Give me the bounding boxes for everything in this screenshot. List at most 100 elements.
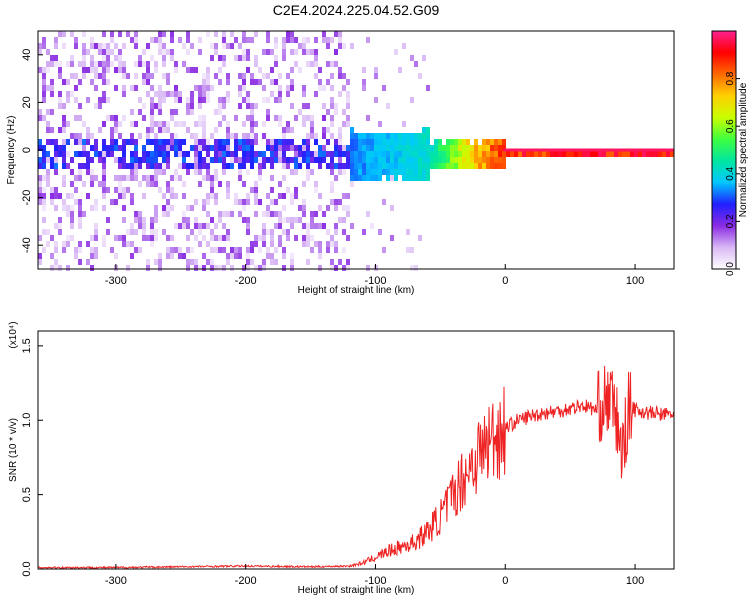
snr-y-scale-label: (x10⁴) <box>8 321 19 348</box>
spectrogram-cell <box>210 247 214 253</box>
spectrogram-cell <box>122 157 126 163</box>
spectrogram-cell <box>410 163 414 169</box>
spectrogram-cell <box>134 145 138 151</box>
spectrogram-cell <box>338 133 342 139</box>
spectrogram-cell <box>218 79 222 85</box>
spectrogram-cell <box>206 79 210 85</box>
spectrogram-cell <box>146 151 150 157</box>
x-tick-label: 0 <box>502 575 508 587</box>
spectrogram-cell <box>346 265 350 271</box>
spectrogram-cell <box>254 193 258 199</box>
spectrogram-cell <box>242 133 246 139</box>
spectrogram-cell <box>174 85 178 91</box>
spectrogram-cell <box>430 151 434 157</box>
spectrogram-cell <box>374 265 378 271</box>
spectrogram-cell <box>318 85 322 91</box>
spectrogram-cell <box>222 169 226 175</box>
spectrogram-cell <box>310 127 314 133</box>
spectrogram-cell <box>118 163 122 169</box>
spectrogram-cell <box>314 151 318 157</box>
spectrogram-cell <box>266 205 270 211</box>
spectrogram-cell <box>434 145 438 151</box>
spectrogram-cell <box>174 145 178 151</box>
spectrogram-cell <box>270 49 274 55</box>
spectrogram-cell <box>258 265 262 271</box>
spectrogram-cell <box>350 223 354 229</box>
spectrogram-cell <box>138 217 142 223</box>
spectrogram-cell <box>414 157 418 163</box>
spectrogram-cell <box>262 133 266 139</box>
spectrogram-cell <box>122 115 126 121</box>
spectrogram-cell <box>406 175 410 181</box>
spectrogram-cell <box>142 157 146 163</box>
spectrogram-cell <box>82 61 86 67</box>
spectrogram-cell <box>186 67 190 73</box>
spectrogram-cell <box>330 115 334 121</box>
spectrogram-cell <box>410 157 414 163</box>
spectrogram-cell <box>102 187 106 193</box>
spectrogram-cell <box>234 157 238 163</box>
spectrogram-cell <box>62 145 66 151</box>
snr-panel: -300 -200 -100 0 100 0.00.51.01.5 Height of … <box>8 321 675 596</box>
spectrogram-cell <box>302 37 306 43</box>
y-tick-label: -20 <box>21 190 33 206</box>
spectrogram-cell <box>250 163 254 169</box>
spectrogram-cell <box>46 151 50 157</box>
spectrogram-cell <box>230 247 234 253</box>
spectrogram-cell <box>382 151 386 157</box>
spectrogram-cell <box>206 169 210 175</box>
spectrogram-cell <box>418 139 422 145</box>
spectrogram-cell <box>242 163 246 169</box>
spectrogram-cell <box>166 211 170 217</box>
spectrogram-cell <box>290 139 294 145</box>
spectrogram-cell <box>166 79 170 85</box>
spectrogram-cell <box>102 139 106 145</box>
spectrogram-cell <box>290 31 294 37</box>
spectrogram-cell <box>334 241 338 247</box>
spectrogram-cell <box>118 55 122 61</box>
spectrogram-cell <box>154 205 158 211</box>
spectrogram-cell <box>158 151 162 157</box>
spectrogram-cell <box>94 175 98 181</box>
spectrogram-cell <box>42 205 46 211</box>
spectrogram-cell <box>346 97 350 103</box>
spectrogram-cell <box>178 223 182 229</box>
spectrogram-cell <box>182 157 186 163</box>
spectrogram-cell <box>374 73 378 79</box>
spectrogram-cell <box>122 163 126 169</box>
spectrogram-cell <box>106 145 110 151</box>
spectrogram-cell <box>118 187 122 193</box>
spectrogram-cell <box>238 199 242 205</box>
spectrogram-cell <box>294 169 298 175</box>
spectrogram-cell <box>406 133 410 139</box>
spectrogram-cell <box>302 241 306 247</box>
spectrogram-cell <box>326 127 330 133</box>
spectrogram-cell <box>50 253 54 259</box>
spectrogram-cell <box>462 151 466 157</box>
spectrogram-cell <box>158 139 162 145</box>
spectrogram-cell <box>134 229 138 235</box>
spectrogram-cell <box>262 49 266 55</box>
spectrogram-cell <box>142 229 146 235</box>
spectrogram-cell <box>274 43 278 49</box>
spectrogram-cell <box>290 37 294 43</box>
spectrogram-cell <box>126 163 130 169</box>
spectrogram-cell <box>330 181 334 187</box>
spectrogram-cell <box>346 163 350 169</box>
spectrogram-cell <box>170 205 174 211</box>
spectrogram-cell <box>198 265 202 271</box>
spectrogram-cell <box>554 151 558 157</box>
spectrogram-cell <box>162 55 166 61</box>
spectrogram-cell <box>78 223 82 229</box>
spectrogram-cell <box>146 259 150 265</box>
spectrogram-cell <box>250 121 254 127</box>
spectrogram-cell <box>154 169 158 175</box>
spectrogram-cell <box>298 109 302 115</box>
spectrogram-cell <box>274 61 278 67</box>
spectrogram-cell <box>54 151 58 157</box>
spectrogram-cell <box>410 145 414 151</box>
spectrogram-cell <box>42 199 46 205</box>
spectrogram-cell <box>374 139 378 145</box>
spectrogram-cell <box>262 235 266 241</box>
spectrogram-cell <box>70 73 74 79</box>
